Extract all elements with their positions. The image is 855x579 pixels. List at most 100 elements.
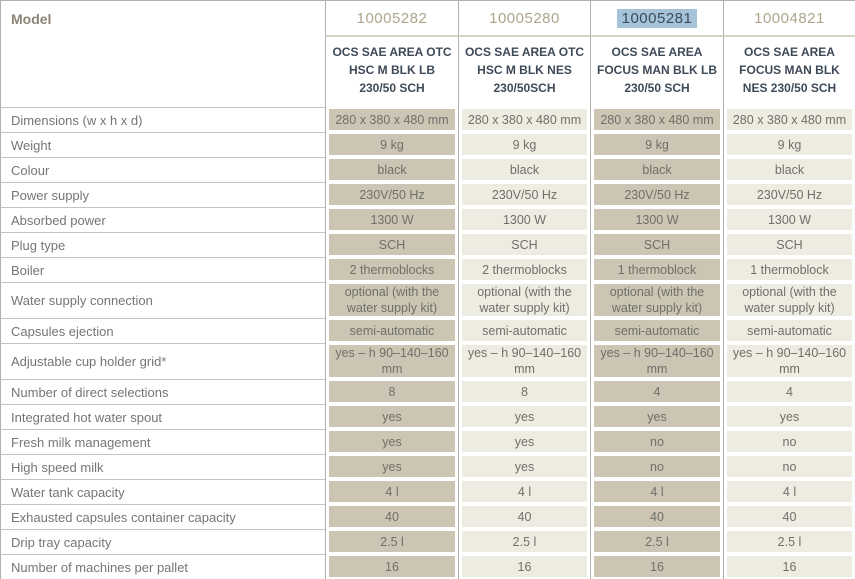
spec-value-cell: 230V/50 Hz [458, 182, 590, 207]
spec-value-cell: optional (with the water supply kit) [325, 282, 458, 318]
row-label: Water tank capacity [0, 479, 325, 504]
spec-value-cell: 16 [590, 554, 723, 579]
spec-row: Weight 9 kg 9 kg 9 kg 9 kg [0, 132, 855, 157]
spec-value-cell: optional (with the water supply kit) [590, 282, 723, 318]
row-label: High speed milk [0, 454, 325, 479]
spec-value-cell: optional (with the water supply kit) [458, 282, 590, 318]
spec-value-cell: 4 [723, 379, 855, 404]
row-label: Colour [0, 157, 325, 182]
row-label: Power supply [0, 182, 325, 207]
spec-row: Colour black black black black [0, 157, 855, 182]
spec-value-cell: 1 thermoblock [590, 257, 723, 282]
spec-value-cell: black [590, 157, 723, 182]
spec-value-cell: 230V/50 Hz [590, 182, 723, 207]
model-column-title: Model [0, 1, 325, 37]
spec-value-cell: semi-automatic [723, 318, 855, 343]
row-label: Boiler [0, 257, 325, 282]
spec-value-cell: yes – h 90–140–160 mm [723, 343, 855, 379]
model-number-cell: 10005281 [590, 1, 723, 37]
spec-value-cell: no [723, 454, 855, 479]
spec-row: Adjustable cup holder grid* yes – h 90–14… [0, 343, 855, 379]
spec-row: Capsules ejection semi-automatic semi-auto… [0, 318, 855, 343]
spec-value-cell: no [590, 429, 723, 454]
spec-value-cell: yes – h 90–140–160 mm [458, 343, 590, 379]
spec-row: Power supply 230V/50 Hz 230V/50 Hz 230V/50 … [0, 182, 855, 207]
model-number: 10005282 [356, 9, 428, 27]
spec-value-cell: black [723, 157, 855, 182]
spec-value-cell: 8 [458, 379, 590, 404]
spec-value-cell: 2.5 l [458, 529, 590, 554]
row-label: Plug type [0, 232, 325, 257]
spec-value-cell: yes – h 90–140–160 mm [325, 343, 458, 379]
spec-value-cell: 4 [590, 379, 723, 404]
model-number-highlighted: 10005281 [616, 8, 698, 28]
spec-value-cell: 1300 W [458, 207, 590, 232]
spec-value-cell: 16 [458, 554, 590, 579]
model-number-row: Model 10005282 10005280 10005281 1000482… [0, 1, 855, 37]
model-name: OCS SAE AREA FOCUS MAN BLK NES 230/50 SC… [723, 37, 855, 107]
model-name: OCS SAE AREA OTC HSC M BLK LB 230/50 SCH [325, 37, 458, 107]
row-label: Adjustable cup holder grid* [0, 343, 325, 379]
spec-row: High speed milk yes yes no no [0, 454, 855, 479]
row-label: Absorbed power [0, 207, 325, 232]
spec-table-body: Dimensions (w x h x d) 280 x 380 x 480 mm… [0, 107, 855, 579]
row-label: Number of direct selections [0, 379, 325, 404]
spec-value-cell: 4 l [325, 479, 458, 504]
row-label: Capsules ejection [0, 318, 325, 343]
spec-value-cell: 2 thermoblocks [325, 257, 458, 282]
spec-value-cell: SCH [590, 232, 723, 257]
spec-value-cell: 8 [325, 379, 458, 404]
spec-value-cell: yes [723, 404, 855, 429]
spec-value-cell: 2.5 l [325, 529, 458, 554]
spec-value-cell: 1300 W [723, 207, 855, 232]
spec-value-cell: yes [325, 429, 458, 454]
spec-value-cell: 9 kg [723, 132, 855, 157]
spec-row: Exhausted capsules container capacity 40 4… [0, 504, 855, 529]
spec-value-cell: 280 x 380 x 480 mm [590, 107, 723, 132]
spec-row: Boiler 2 thermoblocks 2 thermoblocks 1 ther… [0, 257, 855, 282]
spec-value-cell: black [325, 157, 458, 182]
spec-value-cell: 230V/50 Hz [325, 182, 458, 207]
spec-value-cell: yes [458, 454, 590, 479]
spec-value-cell: 4 l [723, 479, 855, 504]
spec-value-cell: 40 [590, 504, 723, 529]
spec-row: Number of direct selections 8 8 4 4 [0, 379, 855, 404]
spec-value-cell: semi-automatic [590, 318, 723, 343]
spec-value-cell: yes [458, 404, 590, 429]
spec-row: Plug type SCH SCH SCH SCH [0, 232, 855, 257]
spec-value-cell: 16 [325, 554, 458, 579]
model-number: 10004821 [754, 9, 825, 27]
model-number: 10005280 [489, 9, 560, 27]
spec-row: Number of machines per pallet 16 16 16 16 [0, 554, 855, 579]
spec-row: Integrated hot water spout yes yes yes yes [0, 404, 855, 429]
spec-value-cell: yes [590, 404, 723, 429]
spec-value-cell: yes [325, 404, 458, 429]
spec-value-cell: 40 [723, 504, 855, 529]
spec-row: Dimensions (w x h x d) 280 x 380 x 480 mm… [0, 107, 855, 132]
spec-value-cell: 280 x 380 x 480 mm [458, 107, 590, 132]
spec-value-cell: SCH [723, 232, 855, 257]
row-label: Fresh milk management [0, 429, 325, 454]
spec-value-cell: 2.5 l [590, 529, 723, 554]
spec-value-cell: black [458, 157, 590, 182]
spec-value-cell: 16 [723, 554, 855, 579]
model-name: OCS SAE AREA FOCUS MAN BLK LB 230/50 SCH [590, 37, 723, 107]
row-label: Integrated hot water spout [0, 404, 325, 429]
row-label: Weight [0, 132, 325, 157]
spec-value-cell: 280 x 380 x 480 mm [325, 107, 458, 132]
spec-value-cell: 9 kg [325, 132, 458, 157]
spec-row: Drip tray capacity 2.5 l 2.5 l 2.5 l 2.5 l [0, 529, 855, 554]
row-label: Drip tray capacity [0, 529, 325, 554]
spec-value-cell: 9 kg [458, 132, 590, 157]
model-number-cell: 10005280 [458, 1, 590, 37]
spec-value-cell: SCH [458, 232, 590, 257]
model-number-cell: 10004821 [723, 1, 855, 37]
spec-value-cell: semi-automatic [325, 318, 458, 343]
row-label: Water supply connection [0, 282, 325, 318]
spec-value-cell: 1300 W [325, 207, 458, 232]
spec-table-header: Model 10005282 10005280 10005281 1000482… [0, 1, 855, 107]
spec-value-cell: yes – h 90–140–160 mm [590, 343, 723, 379]
row-label: Dimensions (w x h x d) [0, 107, 325, 132]
spec-value-cell: optional (with the water supply kit) [723, 282, 855, 318]
